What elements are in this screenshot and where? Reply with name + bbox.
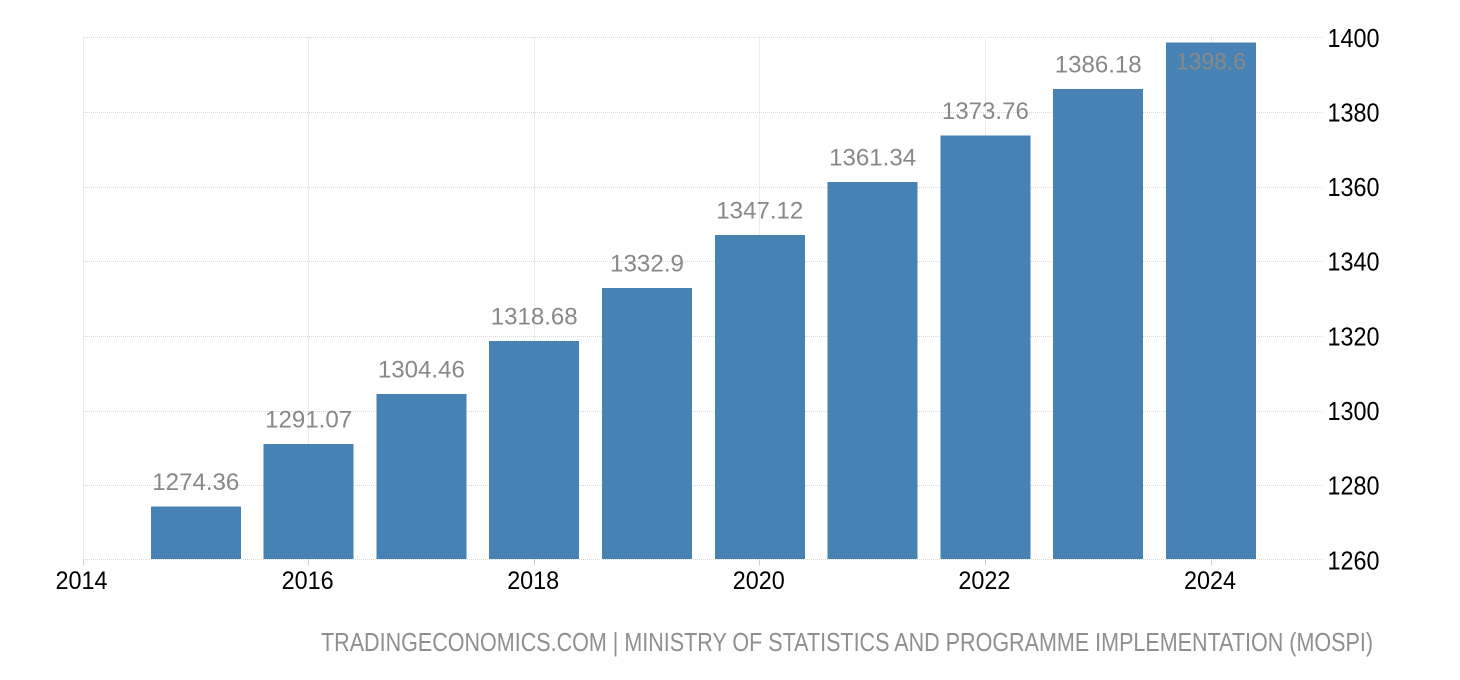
svg-text:2024: 2024 — [1184, 567, 1236, 595]
svg-text:2020: 2020 — [733, 567, 785, 595]
svg-text:1361.34: 1361.34 — [829, 144, 916, 171]
svg-text:1300: 1300 — [1328, 398, 1380, 426]
svg-text:TRADINGECONOMICS.COM | MINISTR: TRADINGECONOMICS.COM | MINISTRY OF STATI… — [321, 627, 1373, 657]
svg-text:1398.6: 1398.6 — [1176, 49, 1246, 76]
svg-text:1280: 1280 — [1328, 473, 1380, 501]
svg-text:1340: 1340 — [1328, 249, 1380, 277]
svg-text:1318.68: 1318.68 — [491, 304, 578, 331]
svg-text:2018: 2018 — [507, 567, 559, 595]
svg-text:1380: 1380 — [1328, 100, 1380, 128]
svg-text:1274.36: 1274.36 — [152, 469, 239, 496]
svg-text:1360: 1360 — [1328, 174, 1380, 202]
svg-text:1373.76: 1373.76 — [942, 98, 1029, 125]
svg-text:1320: 1320 — [1328, 323, 1380, 351]
svg-text:2022: 2022 — [958, 567, 1010, 595]
svg-text:1400: 1400 — [1328, 25, 1380, 53]
svg-text:1332.9: 1332.9 — [610, 250, 684, 277]
svg-text:2014: 2014 — [56, 567, 108, 595]
svg-text:1291.07: 1291.07 — [265, 407, 352, 434]
svg-text:1260: 1260 — [1328, 547, 1380, 575]
svg-text:2016: 2016 — [282, 567, 334, 595]
svg-text:1347.12: 1347.12 — [716, 197, 803, 224]
svg-text:1386.18: 1386.18 — [1055, 52, 1142, 79]
svg-text:1304.46: 1304.46 — [378, 357, 465, 384]
